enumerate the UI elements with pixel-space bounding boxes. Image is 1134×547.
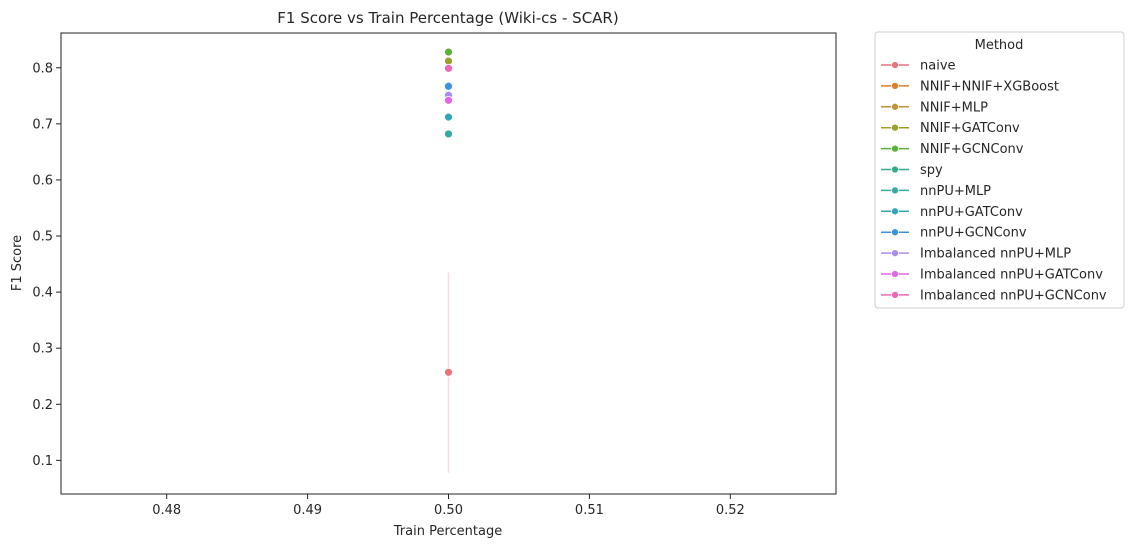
y-tick-label: 0.3 — [32, 342, 53, 357]
legend-label: nnPU+GCNConv — [920, 226, 1027, 241]
y-tick-label: 0.8 — [32, 61, 53, 76]
x-tick-label: 0.48 — [152, 503, 181, 518]
legend-label: naive — [920, 59, 956, 74]
legend-marker — [891, 165, 899, 174]
legend-label: NNIF+GATConv — [920, 121, 1020, 136]
data-point — [444, 81, 453, 91]
legend-marker — [891, 61, 899, 69]
legend-label: Imbalanced nnPU+GATConv — [920, 268, 1103, 283]
x-tick-label: 0.49 — [293, 503, 322, 518]
legend-item: Imbalanced nnPU+MLP — [881, 247, 1071, 262]
y-tick-label: 0.7 — [32, 117, 53, 132]
chart-title: F1 Score vs Train Percentage (Wiki-cs - … — [277, 9, 618, 27]
y-axis-label: F1 Score — [10, 235, 25, 291]
data-point — [444, 47, 453, 57]
legend-item: nnPU+GATConv — [881, 205, 1023, 220]
x-tick-label: 0.52 — [716, 503, 745, 518]
legend-label: spy — [920, 163, 943, 178]
legend-marker — [891, 102, 899, 111]
legend-box — [874, 31, 1125, 309]
legend-marker — [891, 144, 899, 153]
data-point — [444, 56, 453, 66]
legend-marker — [891, 207, 899, 216]
legend-item: Imbalanced nnPU+GATConv — [881, 268, 1103, 283]
legend-marker — [891, 123, 899, 132]
legend-item: naive — [881, 59, 956, 74]
legend-marker — [891, 186, 899, 195]
y-tick-label: 0.2 — [32, 398, 53, 413]
legend-marker — [891, 228, 899, 237]
y-tick-label: 0.5 — [32, 230, 53, 245]
legend-item: NNIF+GATConv — [881, 121, 1020, 136]
legend-label: NNIF+NNIF+XGBoost — [920, 79, 1059, 94]
legend-marker — [891, 291, 899, 299]
legend-label: nnPU+GATConv — [920, 205, 1023, 220]
legend-marker — [891, 270, 899, 278]
data-point — [444, 95, 453, 105]
legend-item: NNIF+MLP — [881, 100, 988, 115]
legend-label: NNIF+MLP — [920, 100, 988, 115]
legend-label: Imbalanced nnPU+MLP — [920, 247, 1071, 262]
legend-marker — [891, 249, 899, 257]
legend-item: nnPU+MLP — [881, 184, 991, 199]
y-axis: 0.1 0.2 0.3 0.4 0.5 0.6 0.7 0.8 — [32, 61, 61, 469]
legend-label: nnPU+MLP — [920, 184, 991, 199]
legend-title: Method — [975, 38, 1024, 53]
data-marks — [444, 47, 453, 473]
legend-item: nnPU+GCNConv — [881, 226, 1027, 241]
legend-item: NNIF+GCNConv — [881, 142, 1024, 157]
x-tick-label: 0.51 — [575, 503, 604, 518]
legend-item: spy — [881, 163, 943, 178]
x-axis-label: Train Percentage — [393, 524, 502, 539]
legend-label: Imbalanced nnPU+GCNConv — [920, 288, 1107, 303]
x-axis: 0.48 0.49 0.50 0.51 0.52 — [152, 494, 745, 518]
data-point — [444, 129, 453, 139]
legend-item: NNIF+NNIF+XGBoost — [881, 79, 1059, 94]
y-tick-label: 0.1 — [32, 454, 53, 469]
data-point — [444, 63, 453, 73]
y-tick-label: 0.6 — [32, 173, 53, 188]
legend: Method naive NNIF+NNIF+XGBoost NNIF+MLP NNI… — [874, 31, 1125, 309]
y-tick-label: 0.4 — [32, 286, 53, 301]
data-point — [444, 112, 453, 122]
legend-item: Imbalanced nnPU+GCNConv — [881, 288, 1107, 303]
legend-marker — [891, 82, 899, 90]
x-tick-label: 0.50 — [434, 503, 463, 518]
legend-label: NNIF+GCNConv — [920, 142, 1024, 157]
data-point — [444, 367, 453, 377]
